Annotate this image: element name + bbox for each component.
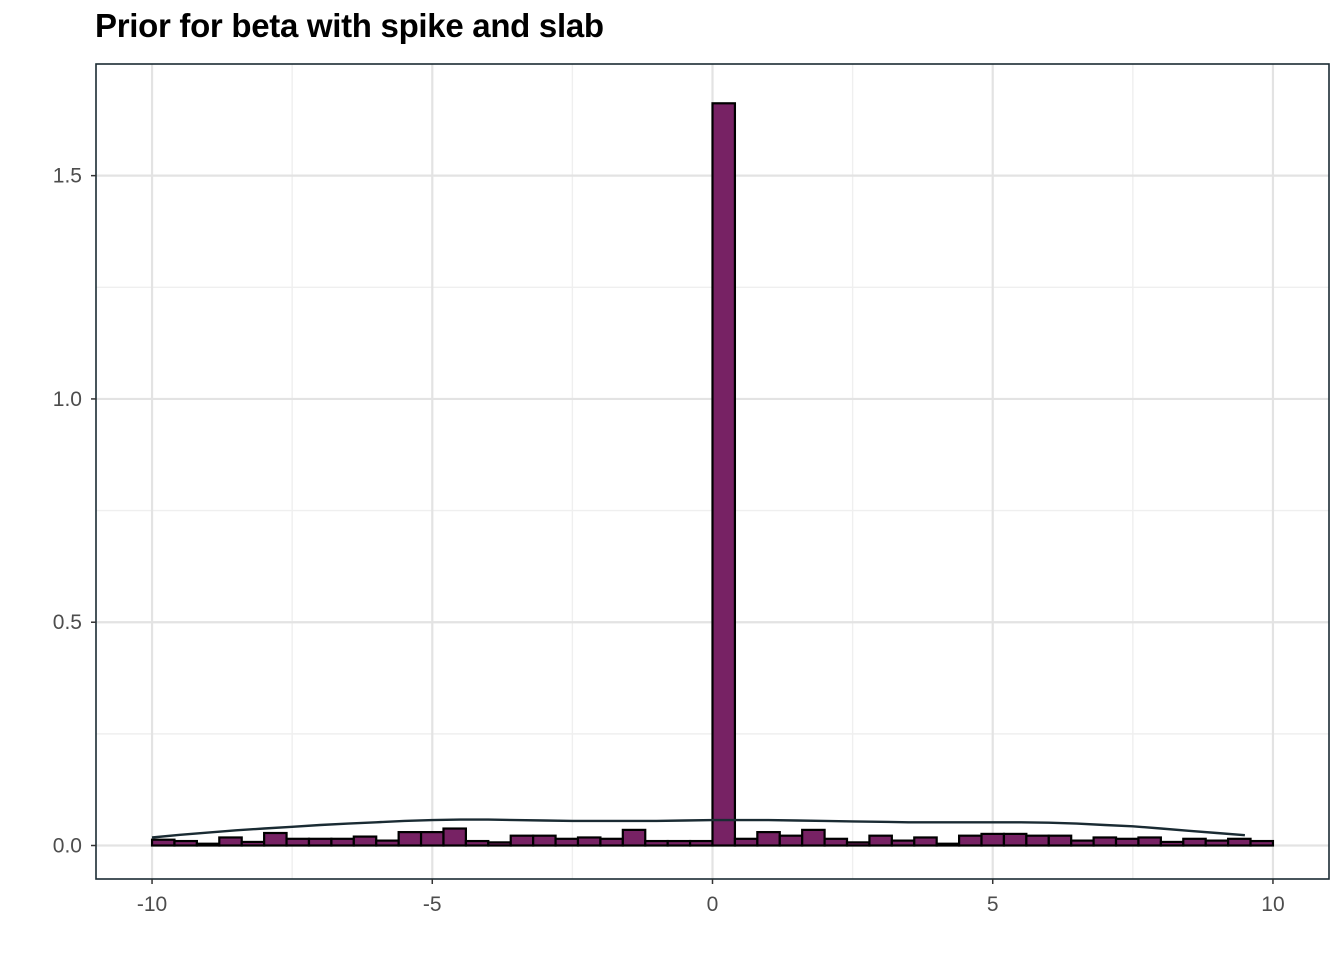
histogram-bar	[1047, 834, 1073, 847]
histogram-bar	[1227, 837, 1252, 847]
y-tick-label: 0.0	[53, 835, 82, 858]
y-tick-label: 1.5	[53, 165, 82, 188]
histogram-bar	[1002, 832, 1028, 847]
x-tick-label: 10	[1261, 893, 1284, 916]
histogram-bar	[576, 836, 602, 847]
histogram-bar	[307, 837, 333, 847]
histogram-bar	[756, 831, 781, 847]
histogram-bar	[375, 839, 400, 847]
chart-title: Prior for beta with spike and slab	[95, 7, 604, 44]
y-tick-label: 0.5	[53, 611, 82, 634]
histogram-bar	[263, 831, 288, 847]
histogram-bar	[330, 837, 355, 847]
x-axis-ticks: -10 -5 0 5 10	[137, 879, 1285, 916]
histogram-bar	[733, 837, 759, 847]
histogram-bar	[532, 834, 557, 847]
histogram-bar	[1137, 836, 1162, 847]
histogram-bar	[195, 842, 221, 847]
histogram-bar	[711, 102, 737, 847]
histogram-bar	[1182, 837, 1207, 847]
y-tick-label: 1.0	[53, 388, 82, 411]
histogram-bar	[688, 839, 714, 847]
histogram-bar	[1204, 839, 1230, 847]
histogram-bar	[1070, 839, 1095, 847]
histogram-bar	[1025, 834, 1050, 847]
histogram-bar	[957, 834, 983, 847]
histogram-bar	[487, 841, 512, 847]
x-tick-label: 5	[987, 893, 999, 916]
histogram-bar	[442, 827, 467, 847]
histogram-bar	[1114, 837, 1140, 847]
histogram-bar	[419, 831, 445, 847]
x-tick-label: -10	[137, 893, 167, 916]
histogram-bar	[823, 837, 849, 847]
histogram-bar	[509, 834, 535, 847]
histogram-bars	[150, 102, 1275, 847]
histogram-bar	[1092, 836, 1118, 847]
histogram-bar	[1159, 840, 1185, 847]
histogram-bar	[150, 838, 176, 847]
histogram-bar	[285, 837, 311, 847]
y-axis-ticks: 0.0 0.5 1.0 1.5	[53, 165, 96, 858]
x-tick-label: -5	[423, 893, 442, 916]
histogram-bar	[352, 835, 378, 847]
histogram-bar	[1249, 839, 1275, 847]
histogram-bar	[621, 828, 647, 847]
density-curve	[151, 818, 1245, 839]
histogram-bar	[173, 839, 198, 847]
histogram-bar	[554, 837, 580, 847]
histogram-bar	[935, 842, 961, 847]
histogram-bar	[778, 834, 804, 847]
histogram-bar	[913, 836, 938, 847]
histogram-bar	[599, 837, 624, 847]
x-tick-label: 0	[707, 893, 719, 916]
histogram-bar	[464, 839, 490, 847]
histogram-bar	[666, 839, 692, 847]
histogram-bar	[890, 839, 916, 847]
histogram-bar	[868, 834, 893, 847]
histogram-bar	[980, 832, 1006, 847]
histogram-bar	[397, 831, 423, 847]
histogram-bar	[218, 836, 243, 847]
histogram-bar	[801, 828, 826, 847]
histogram-bar	[644, 839, 669, 847]
density-curve-layer	[151, 818, 1245, 839]
histogram-bar	[240, 840, 266, 847]
histogram-bar	[845, 841, 871, 847]
